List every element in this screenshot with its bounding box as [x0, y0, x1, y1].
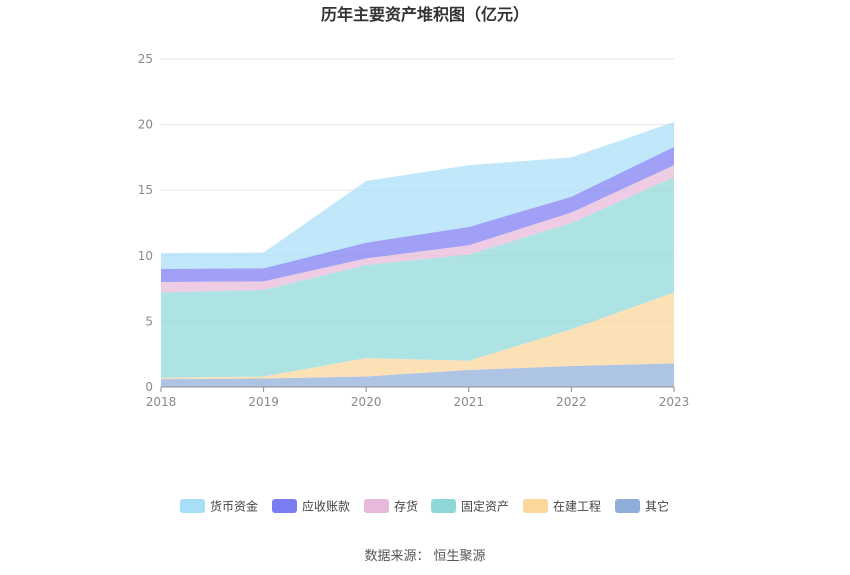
chart-title: 历年主要资产堆积图（亿元） [321, 5, 529, 24]
legend-swatch [431, 499, 456, 513]
legend: 货币资金 应收账款 存货 固定资产 在建工程 其它 [180, 499, 669, 514]
x-tick-label: 2022 [556, 395, 587, 409]
data-source: 数据来源： 恒生聚源 [364, 549, 485, 564]
area-series-2 [161, 177, 674, 378]
legend-label: 其它 [645, 499, 669, 514]
y-tick-label: 25 [138, 52, 153, 66]
legend-swatch [523, 499, 548, 513]
y-tick-label: 5 [145, 314, 153, 328]
y-tick-label: 15 [138, 183, 153, 197]
legend-swatch [364, 499, 389, 513]
legend-swatch [615, 499, 640, 513]
area-series-5 [161, 121, 674, 269]
legend-label: 货币资金 [210, 499, 258, 514]
y-tick-label: 0 [145, 380, 153, 394]
x-tick-label: 2019 [248, 395, 279, 409]
legend-label: 在建工程 [553, 499, 601, 514]
legend-label: 存货 [394, 499, 418, 514]
legend-swatch [272, 499, 297, 513]
legend-swatch [180, 499, 205, 513]
axes: 0 5 10 15 20 25 2018 2019 2020 2021 2022 2023 [138, 52, 690, 409]
y-tick-label: 20 [138, 118, 153, 132]
area-series-0 [161, 363, 674, 387]
x-tick-label: 2018 [146, 395, 177, 409]
legend-label: 应收账款 [302, 499, 350, 514]
area-series [161, 121, 674, 387]
legend-label: 固定资产 [461, 499, 509, 514]
x-tick-label: 2020 [351, 395, 382, 409]
x-tick-label: 2021 [454, 395, 485, 409]
area-series-1 [161, 292, 674, 380]
data-source-label: 数据来源： [364, 549, 429, 564]
y-tick-label: 10 [138, 249, 153, 263]
x-tick-label: 2023 [659, 395, 690, 409]
data-source-name: 恒生聚源 [434, 549, 486, 564]
